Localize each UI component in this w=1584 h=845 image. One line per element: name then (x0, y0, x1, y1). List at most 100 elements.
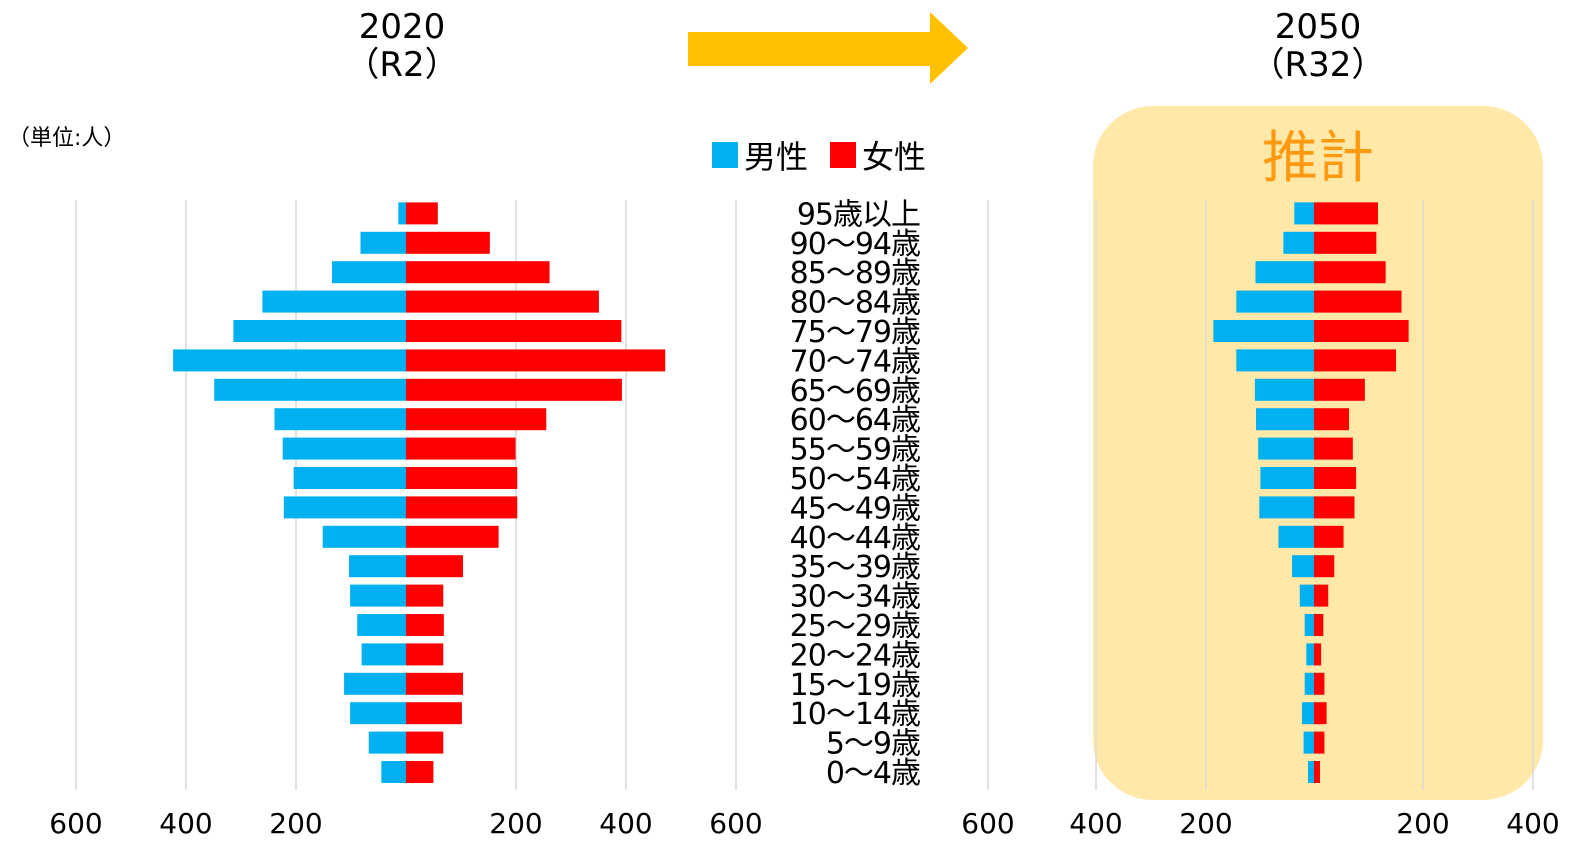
left-bar-male (173, 349, 406, 372)
left-bar-male (293, 467, 406, 489)
age-category-label: 50〜54歳 (790, 462, 920, 497)
left-bar-female (406, 731, 444, 754)
right-bar-male (1307, 761, 1314, 783)
age-category-label: 0〜4歳 (826, 756, 920, 791)
left-bar-female (406, 555, 463, 578)
right-bar-female (1314, 614, 1324, 636)
arrow-right-icon (688, 12, 968, 84)
age-category-label: 80〜84歳 (790, 286, 920, 321)
right-bar-male (1278, 525, 1314, 548)
age-category-label: 20〜24歳 (790, 638, 920, 673)
age-category-label: 40〜44歳 (790, 521, 920, 556)
unit-label: （単位:人） (8, 126, 126, 151)
legend-female: 女性 (830, 132, 926, 178)
right-x-tick-label: 200 (1179, 807, 1232, 840)
right-x-tick-label: 400 (1506, 807, 1559, 840)
right-bar-male (1260, 467, 1314, 489)
right-bar-female (1314, 202, 1378, 225)
right-bar-female (1314, 584, 1329, 607)
right-bar-female (1314, 555, 1335, 578)
right-bar-male (1294, 202, 1314, 225)
right-bar-female (1314, 231, 1377, 254)
right-bar-female (1314, 672, 1325, 695)
left-bar-male (361, 643, 406, 666)
left-bar-male (322, 525, 406, 548)
age-category-label: 45〜49歳 (790, 491, 920, 526)
left-bar-male (381, 761, 406, 783)
right-x-tick-label: 600 (961, 807, 1014, 840)
left-bar-female (406, 584, 444, 607)
left-bar-female (406, 231, 490, 254)
right-bar-female (1314, 525, 1344, 548)
left-bar-female (406, 467, 518, 489)
right-bar-male (1259, 496, 1314, 519)
left-bar-male (357, 614, 406, 636)
right-bar-female (1314, 408, 1350, 431)
estimate-label: 推計 (1262, 126, 1374, 191)
left-bar-male (283, 496, 406, 519)
right-bar-male (1236, 349, 1314, 372)
left-bar-female (406, 290, 599, 313)
legend-male-swatch (712, 142, 738, 168)
left-bar-male (344, 672, 406, 695)
left-bar-female (406, 672, 463, 695)
left-bar-female (406, 702, 462, 725)
legend-male: 男性 (712, 132, 808, 178)
age-category-label: 35〜39歳 (790, 550, 920, 585)
grid-layer (75, 200, 1534, 790)
right-bar-male (1283, 231, 1314, 254)
left-x-tick-label: 200 (269, 807, 322, 840)
left-bar-female (406, 643, 444, 666)
label-layer: 600 400 200 200 400 600 600 400 200 200 400 0〜4歳5〜9… (49, 197, 1559, 840)
left-bar-female (406, 525, 499, 548)
right-bar-male (1256, 408, 1314, 431)
age-category-label: 75〜79歳 (790, 315, 920, 350)
age-category-label: 10〜14歳 (790, 697, 920, 732)
left-bar-female (406, 408, 547, 431)
year-2020: 2020 (358, 7, 446, 47)
left-x-tick-label: 400 (159, 807, 212, 840)
right-bar-female (1314, 761, 1321, 783)
left-bar-male (349, 555, 406, 578)
age-category-label: 25〜29歳 (790, 609, 920, 644)
right-bar-female (1314, 467, 1357, 489)
right-bar-female (1314, 437, 1353, 460)
age-category-label: 5〜9歳 (826, 727, 920, 762)
right-bar-male (1304, 672, 1314, 695)
left-bar-male (368, 731, 406, 754)
right-bar-male (1301, 702, 1314, 725)
right-bar-male (1213, 320, 1314, 342)
age-category-label: 90〜94歳 (790, 227, 920, 262)
legend-male-label: 男性 (744, 138, 809, 176)
left-bar-female (406, 437, 516, 460)
age-category-label: 95歳以上 (797, 197, 920, 232)
legend-female-label: 女性 (862, 138, 927, 176)
left-bar-female (406, 261, 550, 284)
right-bar-female (1314, 378, 1365, 401)
left-bar-male (332, 261, 406, 284)
right-bar-male (1303, 731, 1314, 754)
age-category-label: 85〜89歳 (790, 256, 920, 291)
left-bar-female (406, 614, 444, 636)
left-bar-male (274, 408, 406, 431)
right-x-tick-label: 200 (1396, 807, 1449, 840)
left-x-tick-label: 600 (709, 807, 762, 840)
bar-layer (173, 202, 1409, 783)
left-bar-female (406, 496, 518, 519)
right-x-tick-label: 400 (1069, 807, 1122, 840)
left-bar-male (350, 702, 406, 725)
age-category-label: 55〜59歳 (790, 433, 920, 468)
left-bar-female (406, 349, 666, 372)
right-bar-female (1314, 731, 1325, 754)
right-bar-male (1292, 555, 1314, 578)
left-bar-female (406, 320, 622, 342)
left-x-tick-label: 600 (49, 807, 102, 840)
right-bar-female (1314, 261, 1386, 284)
age-category-label: 65〜69歳 (790, 374, 920, 409)
left-x-tick-label: 400 (599, 807, 652, 840)
left-bar-female (406, 761, 434, 783)
left-bar-male (350, 584, 406, 607)
era-r32: （R32） (1250, 45, 1386, 85)
right-bar-male (1255, 261, 1314, 284)
